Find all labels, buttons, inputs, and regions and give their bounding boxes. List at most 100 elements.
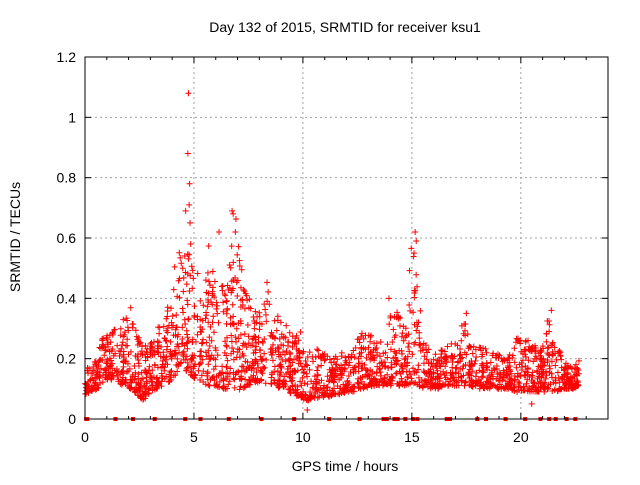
data-point <box>135 382 142 389</box>
data-point <box>495 355 502 362</box>
data-point <box>270 376 277 383</box>
data-point <box>212 347 219 354</box>
data-point <box>183 353 190 360</box>
x-tick-label: 20 <box>513 429 529 445</box>
data-point <box>314 372 321 379</box>
data-point <box>154 364 161 371</box>
data-point <box>371 375 378 382</box>
data-point <box>173 311 180 318</box>
data-point <box>180 288 187 295</box>
data-point <box>460 330 467 337</box>
data-point <box>330 379 337 386</box>
data-point <box>463 351 470 358</box>
data-point <box>477 379 484 386</box>
data-point <box>406 380 413 387</box>
data-point <box>306 366 313 373</box>
data-point <box>264 279 271 286</box>
data-point <box>203 339 210 346</box>
data-point <box>411 368 418 375</box>
data-point <box>455 370 462 377</box>
data-point <box>224 305 231 312</box>
data-point <box>225 381 232 388</box>
data-point <box>282 334 289 341</box>
data-point <box>284 366 291 373</box>
data-point <box>205 381 212 388</box>
data-point <box>545 385 552 392</box>
data-point <box>519 363 526 370</box>
data-point <box>230 369 237 376</box>
data-point <box>367 338 374 345</box>
data-point <box>189 285 196 292</box>
data-point <box>183 367 190 374</box>
data-point <box>161 354 168 361</box>
data-point <box>177 254 184 261</box>
data-point <box>184 301 191 308</box>
data-point <box>176 275 183 282</box>
data-point <box>302 357 309 364</box>
data-point <box>516 380 523 387</box>
data-point <box>511 345 518 352</box>
data-point <box>398 375 405 382</box>
data-point <box>237 320 244 327</box>
data-point <box>558 364 565 371</box>
data-point <box>398 362 405 369</box>
data-point <box>280 342 287 349</box>
data-point <box>140 395 147 402</box>
data-point <box>160 323 167 330</box>
data-point <box>296 347 303 354</box>
data-point <box>228 243 235 250</box>
data-point <box>154 374 161 381</box>
data-point <box>484 384 491 391</box>
data-point <box>209 268 216 275</box>
data-point <box>202 315 209 322</box>
data-point <box>149 387 156 394</box>
data-point <box>405 340 412 347</box>
data-point <box>220 299 227 306</box>
data-point <box>85 385 92 392</box>
data-point <box>194 331 201 338</box>
data-point <box>120 354 127 361</box>
data-point <box>399 350 406 357</box>
data-point <box>107 332 114 339</box>
data-point <box>422 342 429 349</box>
data-point <box>167 353 174 360</box>
data-point <box>324 384 331 391</box>
data-point <box>236 257 243 264</box>
data-point <box>185 338 192 345</box>
data-point <box>287 350 294 357</box>
data-point <box>406 267 413 274</box>
data-point <box>302 392 309 399</box>
data-point <box>120 378 127 385</box>
data-point <box>226 261 233 268</box>
data-point <box>334 390 341 397</box>
data-point <box>402 355 409 362</box>
data-point <box>208 337 215 344</box>
data-point <box>406 302 413 309</box>
data-point <box>449 359 456 366</box>
data-point <box>365 351 372 358</box>
data-point <box>304 381 311 388</box>
data-point <box>396 322 403 329</box>
data-point <box>205 243 212 250</box>
outlier-point <box>187 241 194 248</box>
data-point <box>525 357 532 364</box>
data-point <box>432 351 439 358</box>
data-point <box>167 338 174 345</box>
data-point <box>450 377 457 384</box>
data-point <box>263 356 270 363</box>
data-point <box>416 335 423 342</box>
data-point <box>317 355 324 362</box>
data-point <box>106 348 113 355</box>
data-point <box>168 305 175 312</box>
data-point <box>411 321 418 328</box>
data-point <box>555 348 562 355</box>
data-point <box>228 287 235 294</box>
data-point <box>500 367 507 374</box>
data-point <box>277 319 284 326</box>
data-point <box>571 376 578 383</box>
data-point <box>255 339 262 346</box>
data-point <box>171 263 178 270</box>
outlier-point <box>411 250 418 257</box>
data-point <box>191 303 198 310</box>
